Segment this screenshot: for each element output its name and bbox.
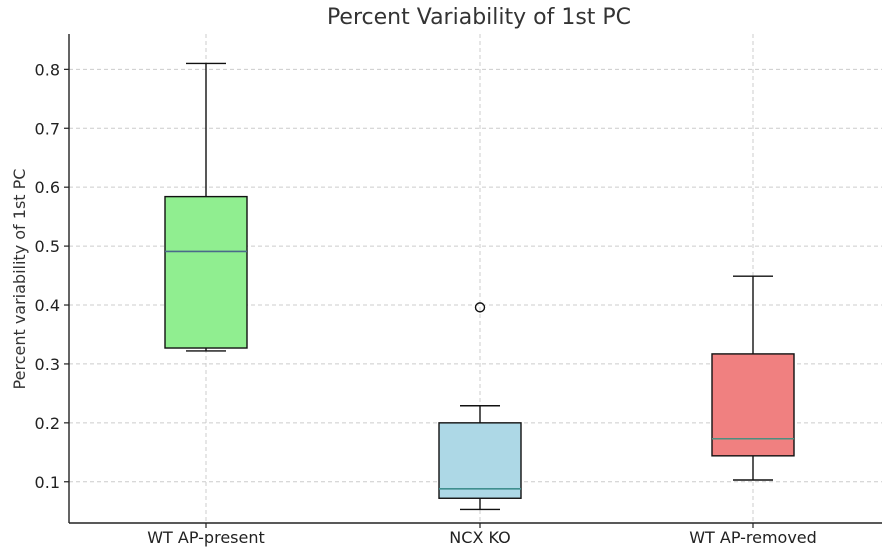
x-tick-label: WT AP-present bbox=[147, 528, 265, 547]
y-axis-label: Percent variability of 1st PC bbox=[10, 169, 29, 390]
tick-labels: 0.1 0.2 0.3 0.4 0.5 0.6 0.7 0.8 WT AP-present NCX… bbox=[35, 60, 817, 547]
iqr-box bbox=[711, 353, 795, 457]
chart-title: Percent Variability of 1st PC bbox=[327, 5, 631, 30]
x-tick-label: WT AP-removed bbox=[689, 528, 817, 547]
iqr-box bbox=[438, 422, 522, 499]
y-tick-label: 0.5 bbox=[35, 237, 60, 256]
y-tick-label: 0.3 bbox=[35, 355, 60, 374]
y-tick-label: 0.4 bbox=[35, 296, 60, 315]
y-tick-label: 0.6 bbox=[35, 178, 60, 197]
y-tick-label: 0.7 bbox=[35, 119, 60, 138]
iqr-box bbox=[164, 195, 248, 349]
boxes bbox=[164, 62, 795, 511]
box-group bbox=[164, 62, 248, 352]
y-tick-label: 0.8 bbox=[35, 60, 60, 79]
y-tick-label: 0.1 bbox=[35, 473, 60, 492]
box-group bbox=[438, 302, 522, 511]
axes bbox=[64, 34, 882, 528]
outlier-point bbox=[474, 302, 486, 313]
x-tick-label: NCX KO bbox=[449, 528, 510, 547]
box-group bbox=[711, 275, 795, 481]
y-tick-label: 0.2 bbox=[35, 414, 60, 433]
